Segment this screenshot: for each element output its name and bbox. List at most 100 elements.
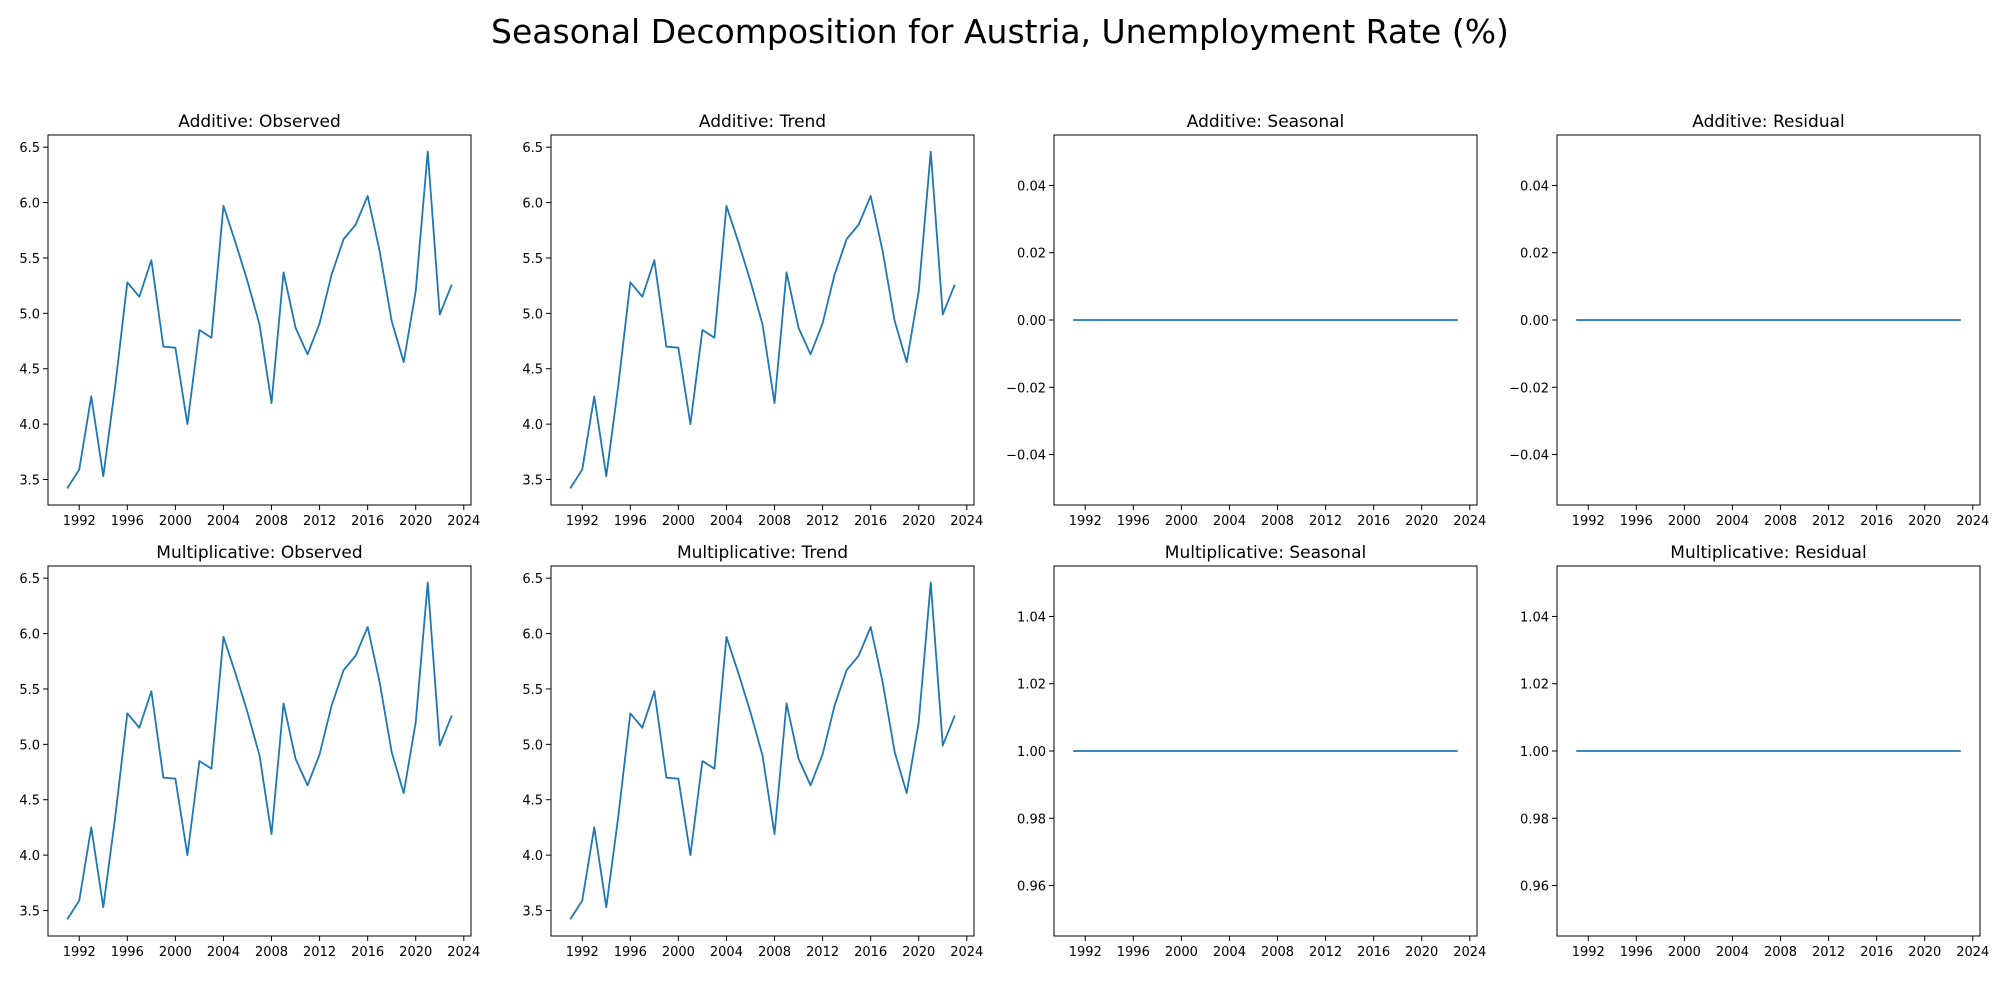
x-tick-label: 2020: [399, 945, 432, 960]
additive-residual-panel: Additive: Residual 1992 1996 2000 2004 2008 20…: [1509, 112, 1989, 529]
y-tick-label: 0.00: [1520, 314, 1549, 329]
y-tick-label: 3.5: [19, 474, 40, 489]
y-tick-label: 5.5: [522, 683, 543, 698]
multiplicative-seasonal-title: Multiplicative: Seasonal: [1165, 543, 1366, 563]
x-tick-label: 2000: [662, 945, 695, 960]
y-tick-label: 1.04: [1520, 610, 1549, 625]
x-tick-label: 2012: [1309, 945, 1342, 960]
x-tick-label: 1992: [566, 514, 599, 529]
y-tick-label: 3.5: [522, 474, 543, 489]
x-tick-label: 1992: [566, 945, 599, 960]
additive-seasonal-panel: Additive: Seasonal 1992 1996 2000 2004 2008 20…: [1006, 112, 1486, 529]
y-tick-label: 4.0: [522, 418, 543, 433]
x-tick-label: 2000: [662, 514, 695, 529]
y-tick-label: 1.02: [1520, 678, 1549, 693]
y-tick-label: 4.5: [19, 363, 40, 378]
y-tick-label: −0.02: [1509, 381, 1549, 396]
x-tick-label: 2008: [1261, 945, 1294, 960]
y-tick-label: 5.5: [522, 252, 543, 267]
y-tick-label: 6.0: [522, 197, 543, 212]
x-tick-label: 1996: [1620, 514, 1653, 529]
y-tick-label: 0.00: [1017, 314, 1046, 329]
y-tick-label: 1.00: [1017, 745, 1046, 760]
x-tick-label: 2012: [1812, 514, 1845, 529]
x-tick-label: 2000: [1165, 945, 1198, 960]
multiplicative-residual-panel: Multiplicative: Residual 1992 1996 2000 2004…: [1520, 543, 1989, 960]
multiplicative-trend-title: Multiplicative: Trend: [677, 543, 848, 563]
x-tick-label: 1996: [111, 514, 144, 529]
x-tick-label: 2016: [1357, 945, 1390, 960]
x-tick-label: 2004: [1213, 945, 1246, 960]
x-tick-label: 2024: [950, 514, 983, 529]
y-tick-label: 6.5: [19, 141, 40, 156]
x-tick-label: 2020: [1908, 945, 1941, 960]
x-tick-label: 1992: [63, 514, 96, 529]
x-tick-label: 2020: [1908, 514, 1941, 529]
x-tick-label: 2008: [758, 945, 791, 960]
y-tick-label: 3.5: [522, 905, 543, 920]
additive-residual-axes-frame: [1556, 134, 1981, 506]
y-tick-label: 5.0: [522, 307, 543, 322]
y-tick-label: 0.98: [1017, 812, 1046, 827]
x-tick-label: 2004: [207, 945, 240, 960]
x-tick-label: 1996: [1117, 514, 1150, 529]
y-tick-label: −0.04: [1006, 449, 1046, 464]
x-tick-label: 2024: [1956, 945, 1989, 960]
y-tick-label: 6.0: [19, 628, 40, 643]
x-tick-label: 2012: [1812, 945, 1845, 960]
multiplicative-trend-series-line: [569, 581, 956, 920]
x-tick-label: 2016: [1357, 514, 1390, 529]
x-tick-label: 2008: [255, 514, 288, 529]
x-tick-label: 2024: [447, 514, 480, 529]
multiplicative-seasonal-axes-frame: [1053, 565, 1478, 937]
x-tick-label: 2004: [1716, 514, 1749, 529]
x-tick-label: 2004: [710, 514, 743, 529]
y-tick-label: 3.5: [19, 905, 40, 920]
y-tick-label: 0.02: [1520, 247, 1549, 262]
y-tick-label: 0.02: [1017, 247, 1046, 262]
y-tick-label: 6.0: [522, 628, 543, 643]
x-tick-label: 2020: [399, 514, 432, 529]
y-tick-label: 0.96: [1017, 880, 1046, 895]
x-tick-label: 2000: [1165, 514, 1198, 529]
x-tick-label: 1992: [1069, 514, 1102, 529]
x-tick-label: 2008: [1764, 514, 1797, 529]
y-tick-label: 4.5: [19, 794, 40, 809]
x-tick-label: 1996: [614, 514, 647, 529]
additive-trend-title: Additive: Trend: [699, 112, 826, 132]
x-tick-label: 1996: [1620, 945, 1653, 960]
x-tick-label: 2016: [1860, 514, 1893, 529]
x-tick-label: 2016: [351, 945, 384, 960]
y-tick-label: 4.0: [19, 418, 40, 433]
y-tick-label: 4.0: [19, 849, 40, 864]
y-tick-label: 4.5: [522, 794, 543, 809]
y-tick-label: 6.0: [19, 197, 40, 212]
additive-trend-axes-frame: [550, 134, 975, 506]
x-tick-label: 2008: [1261, 514, 1294, 529]
x-tick-label: 2000: [1668, 514, 1701, 529]
y-tick-label: 0.98: [1520, 812, 1549, 827]
x-tick-label: 2020: [902, 945, 935, 960]
additive-observed-series-line: [66, 150, 453, 489]
x-tick-label: 2024: [447, 945, 480, 960]
y-tick-label: 6.5: [522, 572, 543, 587]
y-tick-label: 0.04: [1017, 179, 1046, 194]
x-tick-label: 2016: [854, 945, 887, 960]
x-tick-label: 1992: [63, 945, 96, 960]
y-tick-label: 0.96: [1520, 880, 1549, 895]
additive-seasonal-title: Additive: Seasonal: [1187, 112, 1345, 132]
y-tick-label: 1.02: [1017, 678, 1046, 693]
x-tick-label: 2024: [950, 945, 983, 960]
y-tick-label: 4.0: [522, 849, 543, 864]
y-tick-label: 5.5: [19, 683, 40, 698]
multiplicative-residual-title: Multiplicative: Residual: [1670, 543, 1866, 563]
x-tick-label: 2016: [351, 514, 384, 529]
multiplicative-residual-axes-frame: [1556, 565, 1981, 937]
multiplicative-observed-axes-frame: [47, 565, 472, 937]
x-tick-label: 2012: [303, 945, 336, 960]
x-tick-label: 2008: [758, 514, 791, 529]
x-tick-label: 2024: [1453, 514, 1486, 529]
x-tick-label: 1996: [1117, 945, 1150, 960]
